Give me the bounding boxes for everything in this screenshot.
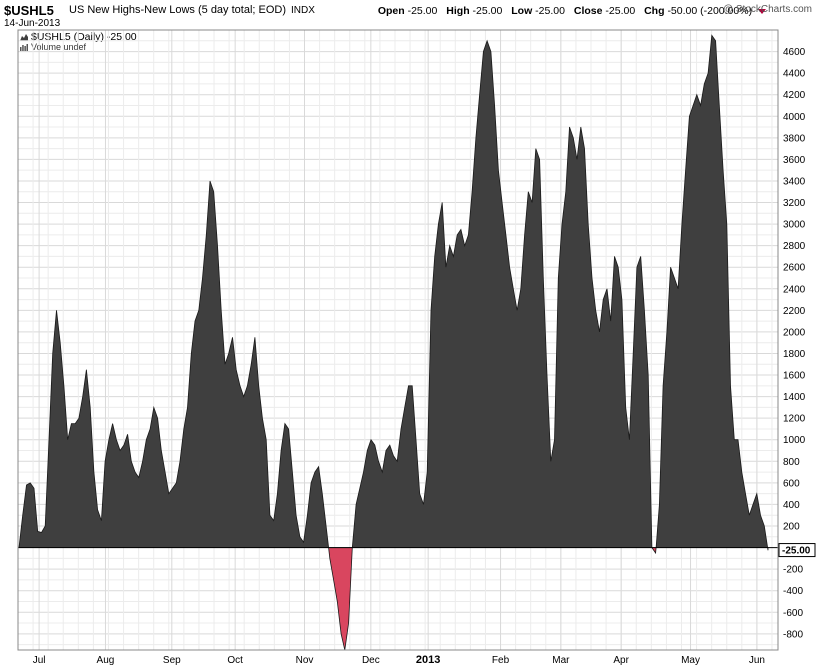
x-tick-label: Oct: [227, 655, 243, 666]
y-tick-label: -600: [783, 608, 803, 619]
y-tick-label: 3000: [783, 220, 806, 231]
x-axis: Jul Aug Sep Oct Nov Dec 2013 Feb Mar Apr May Jun: [33, 654, 765, 666]
y-tick-label: 800: [783, 457, 800, 468]
y-tick-label: 3400: [783, 176, 806, 187]
chart-title: US New Highs-New Lows (5 day total; EOD): [69, 4, 287, 16]
chg-down-arrow-icon: [758, 8, 766, 14]
y-tick-label: 3800: [783, 133, 806, 144]
x-tick-label: Jun: [749, 655, 765, 666]
y-tick-label: 1800: [783, 349, 806, 360]
chg-value: -50.00 (-200.00%): [667, 5, 753, 17]
y-tick-label: 600: [783, 478, 800, 489]
x-tick-label: Dec: [362, 655, 380, 666]
x-tick-label: Feb: [492, 655, 510, 666]
chart-date: 14-Jun-2013: [4, 18, 61, 29]
high-value: -25.00: [472, 5, 503, 17]
y-tick-label: 400: [783, 500, 800, 511]
y-tick-label: -200: [783, 565, 803, 576]
copyright-text: @ StockCharts.com: [722, 4, 812, 15]
chart-symbol: $USHL5: [4, 3, 54, 18]
x-tick-label: Sep: [163, 655, 181, 666]
close-label: Close: [573, 5, 603, 17]
y-tick-label: 2400: [783, 284, 806, 295]
volume-legend-label: Volume undef: [31, 42, 87, 52]
positive-area-series: [18, 34, 769, 548]
y-tick-label: 4200: [783, 90, 806, 101]
close-value: -25.00: [605, 5, 636, 17]
series-legend-label: $USHL5 (Daily) -25.00: [31, 31, 137, 43]
y-tick-label: 2600: [783, 263, 806, 274]
chart-grid: [17, 30, 778, 650]
x-tick-label: Apr: [613, 655, 629, 666]
x-tick-label: Aug: [97, 655, 115, 666]
plot-frame: [17, 29, 779, 651]
series-legend: $USHL5 (Daily) -25.00: [20, 31, 137, 43]
volume-legend: Volume undef: [20, 42, 86, 52]
y-tick-label: 1000: [783, 435, 806, 446]
chart-areas: [18, 34, 778, 651]
y-tick-label: 1600: [783, 371, 806, 382]
y-tick-label: 1200: [783, 414, 806, 425]
ohlc-readout: Open -25.00 High -25.00 Low -25.00 Close…: [378, 5, 766, 17]
x-tick-label: Mar: [552, 655, 570, 666]
y-axis: -800 -600 -400 -200 200 400 600 800 1000 1200 1400…: [778, 47, 816, 640]
chg-label: Chg: [644, 5, 665, 17]
x-tick-label: Nov: [296, 655, 314, 666]
last-value-label: -25.00: [782, 546, 811, 557]
high-label: High: [446, 5, 470, 17]
y-tick-label: 3200: [783, 198, 806, 209]
area-series-icon: [20, 34, 28, 41]
x-tick-label: Jul: [33, 655, 46, 666]
low-value: -25.00: [535, 5, 565, 17]
y-tick-label: 200: [783, 522, 800, 533]
low-label: Low: [511, 5, 533, 17]
last-value-tag: -25.00: [778, 543, 816, 558]
y-tick-label: 2800: [783, 241, 806, 252]
y-tick-label: 2200: [783, 306, 806, 317]
last-value-box: [778, 543, 816, 558]
open-value: -25.00: [407, 5, 438, 17]
chart-index: INDX: [291, 5, 315, 16]
y-tick-label: 4600: [783, 47, 806, 58]
y-tick-label: -800: [783, 629, 803, 640]
y-tick-label: 2000: [783, 327, 806, 338]
y-tick-label: 1400: [783, 392, 806, 403]
volume-bars-icon: [20, 44, 28, 51]
y-tick-label: 4400: [783, 69, 806, 80]
y-tick-label: 4000: [783, 112, 806, 123]
x-tick-label: 2013: [416, 654, 440, 666]
y-tick-label: 3600: [783, 155, 806, 166]
y-tick-label: -400: [783, 586, 803, 597]
open-label: Open: [377, 5, 405, 17]
x-tick-label: May: [681, 655, 700, 666]
